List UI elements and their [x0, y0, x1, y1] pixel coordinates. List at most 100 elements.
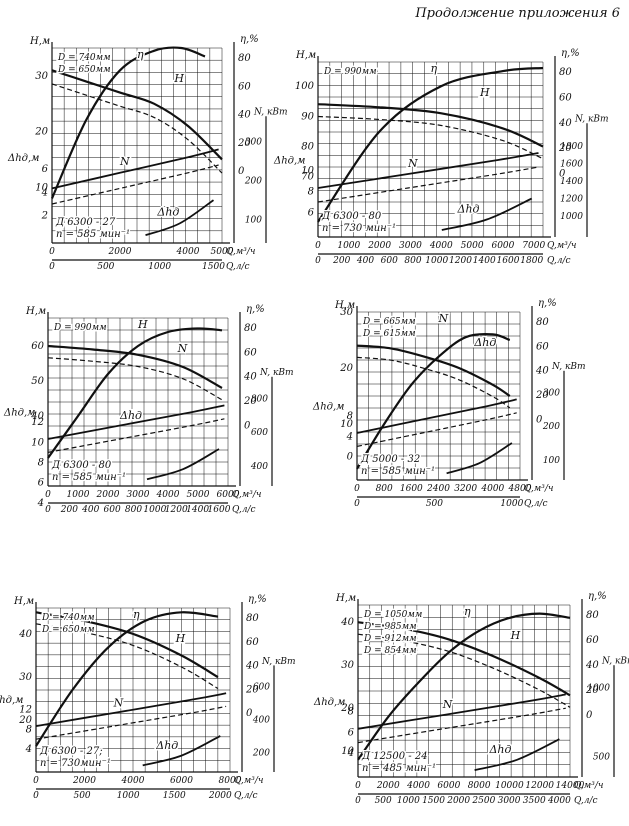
y-axis-label: Н,м: [25, 306, 46, 317]
pump-annotation: n = 485 мин⁻¹: [362, 763, 436, 774]
x2-tick-label: 500: [375, 796, 392, 806]
y-tick-label: 40: [30, 411, 44, 422]
curve-label: Δhд: [155, 739, 178, 752]
dh-tick-label: 6: [42, 164, 49, 175]
x-tick-label: 3000: [127, 490, 150, 500]
diameter-label: D = 650мм: [41, 625, 95, 635]
pump-annotation: Д 6300 - 80: [51, 460, 112, 471]
pump-annotation: Д 12500 - 24: [361, 751, 428, 762]
series-eta-line: [317, 66, 544, 223]
eta-tick-label: 0: [244, 420, 251, 431]
x2-tick-label: 1200: [165, 505, 188, 515]
eta-tick-label: 80: [244, 323, 257, 334]
x2-tick-label: 500: [73, 791, 90, 801]
curve-label: H: [175, 632, 186, 645]
x-tick-label: 3000: [399, 241, 422, 251]
x2-axis-label: Q,л/с: [547, 256, 571, 266]
x2-tick-label: 500: [97, 262, 114, 272]
y-tick-label: 80: [301, 141, 314, 152]
x-tick-label: 4000: [429, 241, 453, 251]
power-tick-label: 100: [543, 456, 560, 466]
power-curve-reduced-line: [47, 418, 225, 453]
x-tick-label: 8000: [468, 781, 491, 791]
x2-tick-label: 1000: [148, 262, 171, 272]
diameter-label: D = 1050мм: [363, 610, 422, 620]
eta-tick-label: 60: [559, 92, 572, 103]
x2-tick-label: 1400: [186, 505, 209, 515]
npsh-curve-line: [446, 442, 513, 475]
diameter-label: D = 990мм: [323, 67, 377, 77]
power-tick-label: 1000: [587, 684, 610, 694]
eta-tick-label: 0: [246, 708, 253, 719]
x2-tick-label: 600: [381, 256, 398, 266]
x-tick-label: 6000: [217, 490, 240, 500]
x-tick-label: 12000: [525, 781, 554, 791]
eta-tick-label: 20: [243, 396, 257, 407]
y-tick-label: 70: [301, 172, 314, 183]
x2-tick-label: 400: [356, 256, 374, 266]
curve-label: Δhд: [119, 409, 142, 422]
eta-axis-label: η,%: [248, 594, 267, 605]
dh-tick-label: 12: [31, 417, 44, 428]
eta-tick-label: 20: [245, 684, 259, 695]
y-tick-label: 30: [35, 71, 48, 82]
dh-tick-label: 10: [31, 437, 44, 448]
dh-axis-label: Δhд,м: [3, 407, 35, 418]
dh-tick-label: 2: [41, 211, 48, 222]
eta-tick-label: 80: [238, 53, 251, 64]
eta-axis-label: η,%: [538, 298, 557, 309]
x2-tick-label: 0: [49, 262, 55, 272]
dh-tick-label: 8: [308, 187, 314, 198]
x2-tick-label: 400: [81, 505, 99, 515]
series-eta-line: [356, 332, 511, 470]
x-tick-label: 1000: [67, 490, 90, 500]
power-tick-label: 300: [543, 389, 560, 399]
x2-tick-label: 1500: [163, 791, 186, 801]
x2-tick-label: 800: [125, 505, 142, 515]
eta-tick-label: 40: [243, 372, 257, 383]
x-tick-label: 2400: [426, 484, 450, 494]
power-curve-reduced-line: [356, 412, 517, 447]
x2-tick-label: 0: [33, 791, 39, 801]
eta-tick-label: 40: [585, 660, 599, 671]
y-axis-label: Н,м: [29, 36, 50, 47]
x-tick-label: 2000: [376, 781, 400, 791]
eta-tick-label: 80: [246, 613, 259, 624]
curve-label: H: [173, 72, 184, 85]
y-tick-label: 40: [340, 617, 354, 628]
power-tick-label: 1200: [560, 195, 583, 205]
x-axis-label: Q,м³/ч: [574, 781, 604, 791]
x-tick-label: 4000: [121, 776, 145, 786]
dh-axis-label: Δhд,м: [273, 156, 305, 167]
x-tick-label: 0: [33, 776, 39, 786]
power-axis-label: N, кВт: [574, 115, 609, 125]
y-tick-label: 40: [18, 629, 32, 640]
y-tick-label: 100: [295, 81, 315, 92]
x-tick-label: 0: [355, 781, 361, 791]
dh-axis-label: Δhд,м: [312, 401, 344, 412]
y-tick-label: 30: [19, 672, 32, 683]
pump-annotation: Д 6300 - 27: [55, 217, 116, 228]
dh-tick-label: 8: [26, 724, 32, 735]
curve-label: η: [464, 605, 471, 618]
series-eta-line: [357, 612, 571, 761]
pump-annotation: n = 585 мин⁻¹: [56, 229, 130, 240]
x-tick-label: 4000: [156, 490, 180, 500]
x-tick-label: 7000: [522, 241, 545, 251]
y-axis-label: Н,м: [13, 596, 34, 607]
pump-annotation: Д 6300 - 80: [321, 211, 382, 222]
y-axis-label: Н,м: [295, 50, 316, 61]
dh-tick-label: 4: [25, 744, 32, 755]
dh-axis-label: Δhд,м: [0, 695, 23, 706]
eta-tick-label: 20: [558, 143, 572, 154]
x-tick-label: 0: [49, 247, 55, 257]
x-tick-label: 0: [354, 484, 360, 494]
power-curve-line: [51, 148, 219, 190]
x2-tick-label: 1600: [497, 256, 520, 266]
chart-panel-2: 0 1000 2000 3000 4000 5000 6000 7000 Q,м³/ч0 200 4…: [273, 48, 609, 266]
dh-tick-label: 8: [347, 411, 353, 422]
curve-label: η: [137, 48, 144, 61]
